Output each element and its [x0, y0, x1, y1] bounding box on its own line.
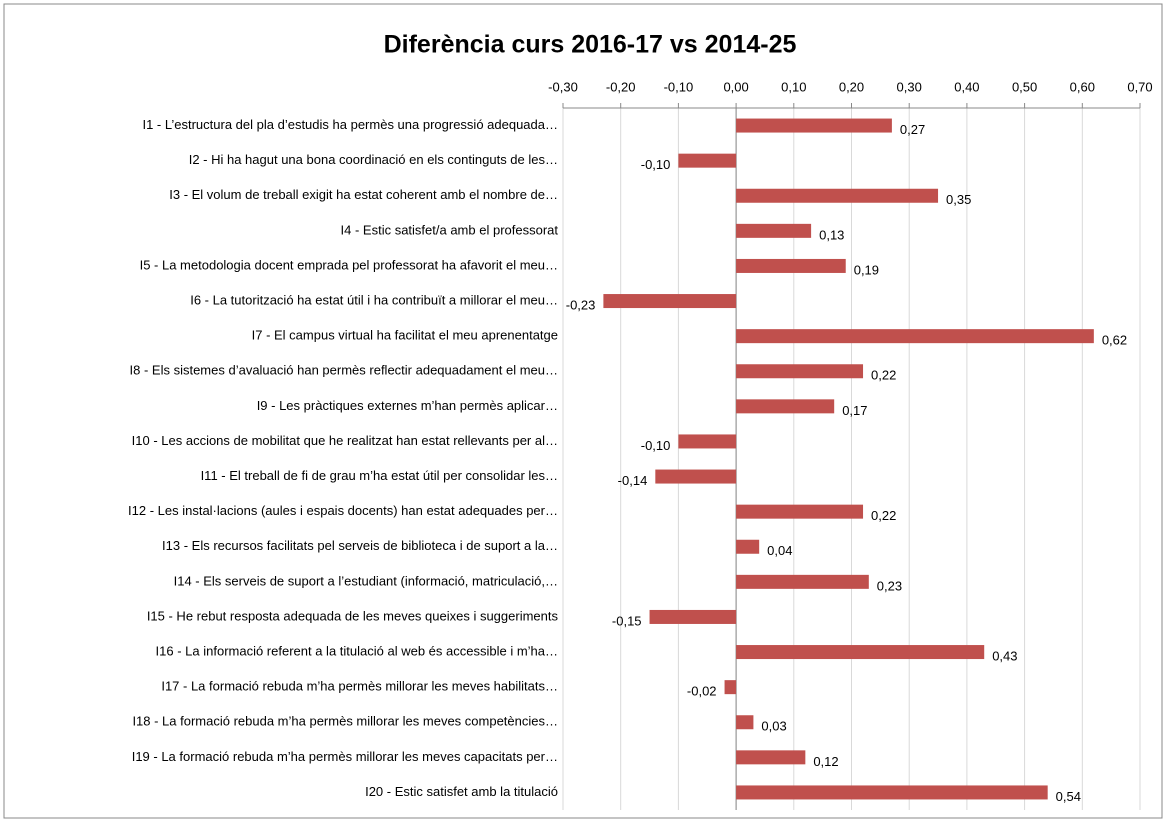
value-label: 0,22 [871, 508, 896, 523]
value-label: 0,03 [761, 719, 786, 734]
bar [736, 504, 864, 519]
x-tick-label: -0,30 [548, 79, 578, 94]
y-tick-label: I9 - Les pràctiques externes m’han permè… [257, 398, 558, 413]
y-tick-label: I12 - Les instal·lacions (aules i espais… [128, 503, 558, 518]
bar [736, 574, 869, 589]
y-tick-label: I15 - He rebut resposta adequada de les … [147, 608, 559, 623]
value-label: -0,14 [618, 473, 648, 488]
bar [736, 258, 846, 273]
y-tick-label: I3 - El volum de treball exigit ha estat… [169, 187, 558, 202]
value-label: 0,35 [946, 192, 971, 207]
value-label: 0,62 [1102, 333, 1127, 348]
x-tick-label: 0,40 [954, 79, 979, 94]
x-tick-label: 0,50 [1012, 79, 1037, 94]
x-tick-label: 0,00 [723, 79, 748, 94]
y-tick-label: I20 - Estic satisfet amb la titulació [365, 784, 558, 799]
y-tick-label: I4 - Estic satisfet/a amb el professorat [341, 222, 559, 237]
y-tick-label: I8 - Els sistemes d’avaluació han permès… [130, 363, 559, 378]
value-label: 0,22 [871, 368, 896, 383]
x-tick-label: 0,20 [839, 79, 864, 94]
value-label: 0,17 [842, 403, 867, 418]
bar [736, 645, 985, 660]
value-label: -0,02 [687, 684, 717, 699]
bar [678, 434, 737, 449]
bar [736, 785, 1048, 800]
y-tick-label: I5 - La metodologia docent emprada pel p… [140, 257, 558, 272]
x-tick-label: 0,10 [781, 79, 806, 94]
bar [736, 399, 835, 414]
bar [649, 609, 737, 624]
x-tick-label: 0,30 [897, 79, 922, 94]
y-tick-label: I2 - Hi ha hagut una bona coordinació en… [189, 152, 558, 167]
bar [736, 364, 864, 379]
bar [655, 469, 737, 484]
value-label: -0,23 [566, 297, 596, 312]
y-tick-label: I18 - La formació rebuda m’ha permès mil… [132, 714, 558, 729]
y-tick-label: I13 - Els recursos facilitats pel servei… [162, 538, 558, 553]
y-tick-label: I14 - Els serveis de suport a l’estudian… [174, 573, 558, 588]
y-tick-label: I17 - La formació rebuda m’ha permès mil… [161, 679, 558, 694]
bar [736, 750, 806, 765]
value-label: 0,27 [900, 122, 925, 137]
bar [736, 715, 754, 730]
bar [678, 153, 737, 168]
y-tick-label: I7 - El campus virtual ha facilitat el m… [252, 328, 558, 343]
y-tick-label: I11 - El treball de fi de grau m’ha esta… [201, 468, 558, 483]
x-tick-label: -0,20 [606, 79, 636, 94]
value-label: 0,12 [813, 754, 838, 769]
y-tick-label: I1 - L’estructura del pla d’estudis ha p… [142, 117, 558, 132]
bar [736, 188, 939, 203]
value-label: -0,10 [641, 157, 671, 172]
chart-border [3, 3, 1163, 819]
bar [736, 223, 812, 238]
bar [603, 294, 737, 309]
value-label: 0,13 [819, 227, 844, 242]
value-label: 0,54 [1056, 789, 1081, 804]
value-label: -0,15 [612, 613, 642, 628]
bar [736, 118, 892, 133]
y-tick-label: I6 - La tutorització ha estat útil i ha … [190, 292, 558, 307]
y-tick-label: I16 - La informació referent a la titula… [156, 643, 558, 658]
x-tick-label: 0,60 [1070, 79, 1095, 94]
value-label: -0,10 [641, 438, 671, 453]
bar [736, 539, 760, 554]
x-tick-label: -0,10 [664, 79, 694, 94]
value-label: 0,19 [854, 262, 879, 277]
value-label: 0,04 [767, 543, 792, 558]
bar [736, 329, 1094, 344]
x-tick-label: 0,70 [1127, 79, 1152, 94]
chart-title: Diferència curs 2016-17 vs 2014-25 [384, 31, 797, 59]
value-label: 0,23 [877, 578, 902, 593]
value-label: 0,43 [992, 648, 1017, 663]
bar [724, 680, 737, 695]
y-tick-label: I10 - Les accions de mobilitat que he re… [132, 433, 558, 448]
y-tick-label: I19 - La formació rebuda m’ha permès mil… [132, 749, 558, 764]
